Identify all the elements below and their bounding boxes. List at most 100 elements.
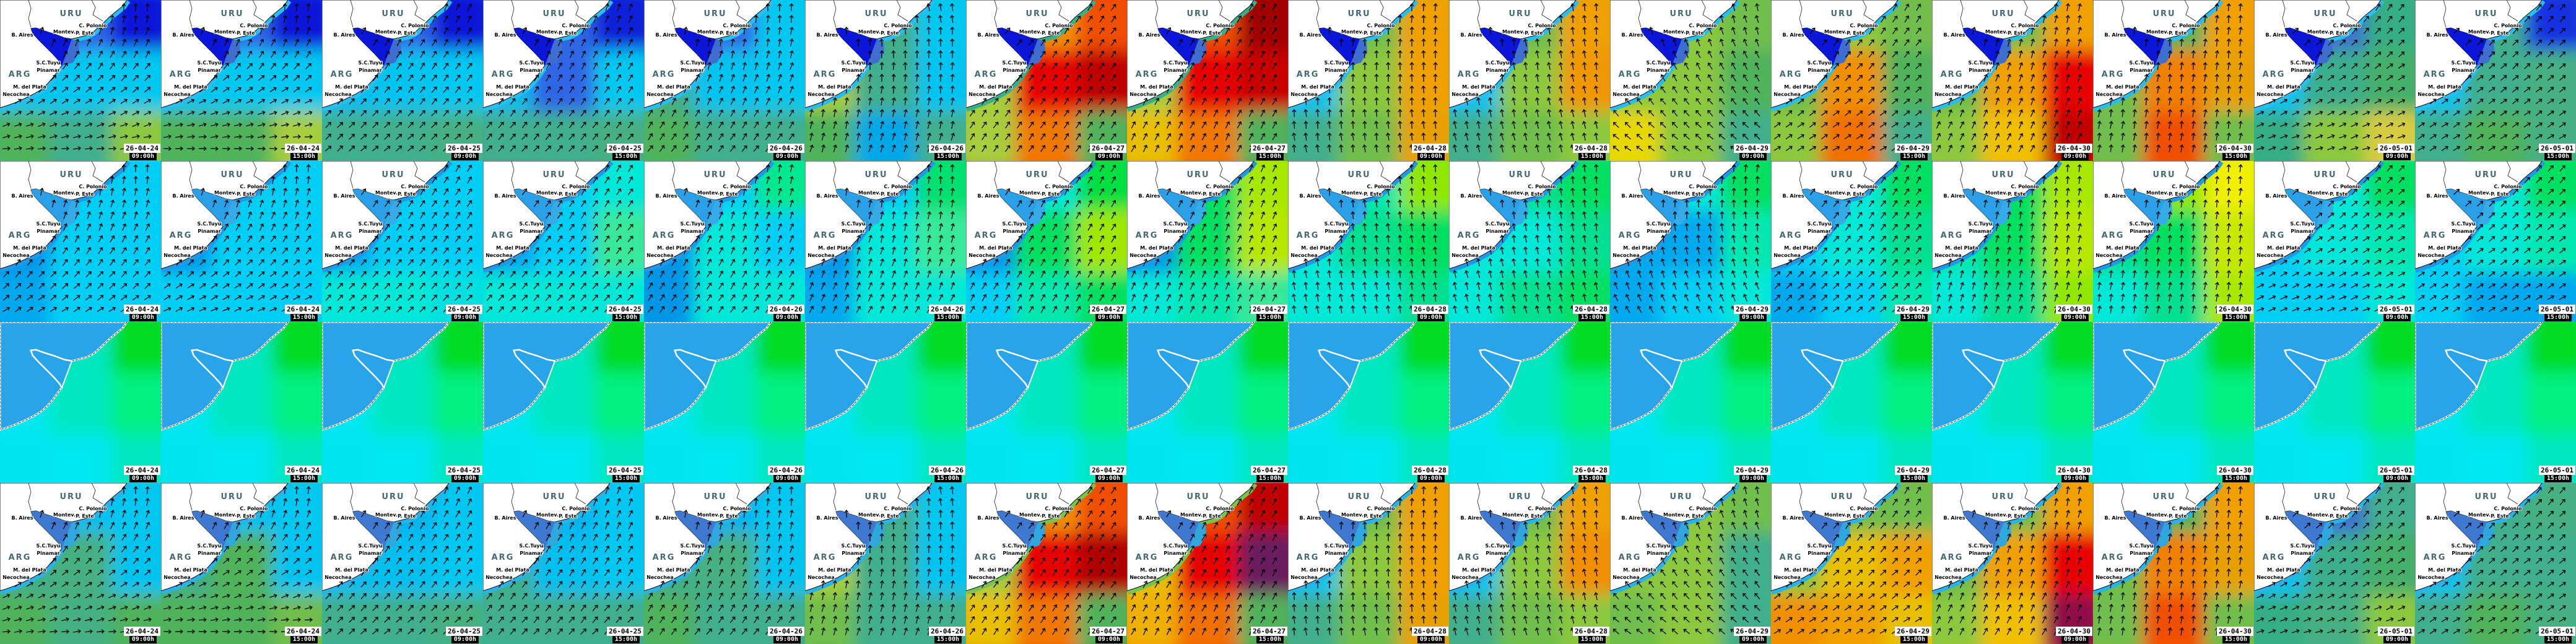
place-label: Pinamar bbox=[2130, 67, 2152, 73]
place-label: Pinamar bbox=[1164, 550, 1186, 556]
country-label: ARG bbox=[1941, 70, 1964, 79]
country-border bbox=[1799, 483, 1803, 511]
place-label: M. del Plata bbox=[818, 567, 851, 573]
time-stamp: 15:00h bbox=[1256, 314, 1284, 321]
place-label: Necochea bbox=[2095, 575, 2123, 580]
place-label: C. Polonio bbox=[723, 506, 751, 511]
date-stamp: 26-04-27 bbox=[1090, 627, 1126, 636]
estuary-shape bbox=[674, 349, 717, 389]
date-stamp: 26-04-24 bbox=[285, 144, 321, 153]
country-border bbox=[1155, 161, 1159, 189]
map-tile-wind_b-c3: URU ARG C. Polonio Montev. P. Este B. Aires S.… bbox=[322, 483, 483, 644]
estuary-shape bbox=[1158, 189, 1199, 227]
place-label: M. del Plata bbox=[1623, 84, 1656, 90]
country-border bbox=[1540, 483, 1552, 505]
place-label: B. Aires bbox=[495, 193, 516, 199]
time-stamp: 15:00h bbox=[2544, 636, 2572, 643]
country-border bbox=[833, 0, 837, 28]
place-label: S.C.Tuyu bbox=[520, 221, 544, 227]
place-label: P. Este bbox=[1042, 191, 1060, 197]
place-label: C. Polonio bbox=[1850, 184, 1878, 189]
country-border bbox=[2443, 483, 2447, 511]
time-stamp: 15:00h bbox=[934, 153, 962, 160]
place-label: Montev. bbox=[1502, 29, 1525, 35]
time-stamp: 09:00h bbox=[1095, 475, 1123, 482]
place-label: P. Este bbox=[398, 191, 416, 197]
date-stamp: 26-04-30 bbox=[2217, 627, 2253, 636]
estuary-shape bbox=[997, 28, 1038, 66]
country-border bbox=[1316, 483, 1320, 511]
place-label: Montev. bbox=[53, 190, 76, 196]
time-stamp: 09:00h bbox=[2383, 153, 2411, 160]
country-border bbox=[994, 161, 998, 189]
place-label: Pinamar bbox=[2452, 550, 2474, 556]
estuary-shape bbox=[997, 511, 1038, 549]
country-label: URU bbox=[864, 170, 887, 180]
place-label: M. del Plata bbox=[335, 245, 368, 251]
date-stamp: 26-04-28 bbox=[1573, 466, 1609, 475]
country-label: ARG bbox=[2263, 231, 2286, 240]
place-label: Pinamar bbox=[1164, 228, 1186, 234]
place-label: Necochea bbox=[1773, 92, 1801, 97]
place-label: Pinamar bbox=[1003, 550, 1025, 556]
time-stamp: 09:00h bbox=[1739, 475, 1767, 482]
place-label: M. del Plata bbox=[335, 84, 368, 90]
date-stamp: 26-05-01 bbox=[2539, 305, 2575, 314]
place-label: S.C.Tuyu bbox=[2452, 221, 2476, 227]
country-border bbox=[28, 0, 32, 28]
place-label: M. del Plata bbox=[1623, 567, 1656, 573]
place-label: Pinamar bbox=[520, 67, 542, 73]
country-border bbox=[896, 483, 908, 505]
country-label: URU bbox=[1830, 9, 1853, 19]
estuary-shape bbox=[1963, 511, 2004, 549]
date-stamp: 26-04-27 bbox=[1090, 144, 1126, 153]
country-label: ARG bbox=[2263, 70, 2286, 79]
country-border bbox=[350, 0, 354, 28]
estuary-mouth bbox=[2477, 200, 2494, 227]
place-label: M. del Plata bbox=[1784, 567, 1817, 573]
country-border bbox=[91, 483, 103, 505]
place-label: C. Polonio bbox=[2172, 23, 2200, 28]
country-border bbox=[735, 0, 747, 22]
country-label: ARG bbox=[1941, 231, 1964, 240]
place-label: Necochea bbox=[2256, 253, 2284, 258]
place-label: Pinamar bbox=[1325, 228, 1347, 234]
map-canvas bbox=[2254, 322, 2415, 483]
coastline bbox=[805, 322, 933, 430]
coastline bbox=[2093, 322, 2221, 430]
place-label: B. Aires bbox=[978, 32, 999, 38]
place-label: Necochea bbox=[2, 253, 30, 258]
place-label: C. Polonio bbox=[884, 23, 912, 28]
country-border bbox=[189, 161, 193, 189]
date-stamp: 26-04-27 bbox=[1251, 144, 1287, 153]
place-label: P. Este bbox=[559, 191, 577, 197]
place-label: Montev. bbox=[214, 512, 237, 518]
place-label: Montev. bbox=[53, 512, 76, 518]
country-label: URU bbox=[2152, 492, 2175, 502]
time-stamp: 15:00h bbox=[2222, 153, 2250, 160]
date-stamp: 26-04-27 bbox=[1251, 627, 1287, 636]
place-label: S.C.Tuyu bbox=[2452, 60, 2476, 66]
estuary-shape bbox=[514, 28, 555, 66]
map-tile-sst-c16: 26-05-01 15:00h bbox=[2415, 322, 2576, 483]
place-label: B. Aires bbox=[656, 193, 677, 199]
place-label: S.C.Tuyu bbox=[2291, 221, 2315, 227]
place-label: C. Polonio bbox=[2333, 184, 2361, 189]
place-label: Pinamar bbox=[1808, 67, 1830, 73]
place-label: Necochea bbox=[2256, 575, 2284, 580]
place-label: Necochea bbox=[968, 253, 996, 258]
place-label: Necochea bbox=[1290, 575, 1318, 580]
place-label: Montev. bbox=[214, 29, 237, 35]
country-label: URU bbox=[1025, 170, 1048, 180]
place-label: C. Polonio bbox=[1045, 184, 1073, 189]
place-label: Montev. bbox=[1985, 190, 2008, 196]
place-label: C. Polonio bbox=[1367, 506, 1395, 511]
estuary-shape bbox=[192, 511, 233, 549]
time-stamp: 15:00h bbox=[1900, 314, 1928, 321]
estuary-mouth bbox=[62, 522, 79, 549]
